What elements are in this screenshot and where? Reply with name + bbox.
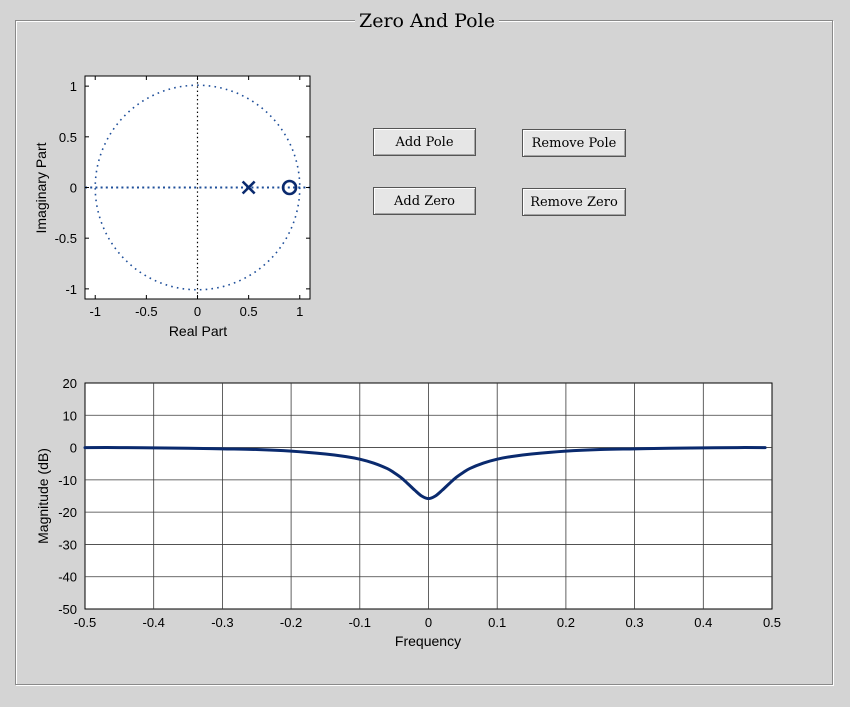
pz-y-tick-label: 1: [70, 79, 77, 94]
pz-y-tick-label: -1: [65, 282, 77, 297]
add-zero-button[interactable]: Add Zero: [373, 187, 476, 215]
remove-pole-button[interactable]: Remove Pole: [522, 129, 626, 157]
pz-x-tick-label: 1: [296, 304, 303, 319]
pz-y-tick-label: -0.5: [55, 231, 77, 246]
panel-title: Zero And Pole: [355, 9, 499, 33]
zero-marker: [281, 179, 298, 196]
pz-ylabel: Imaginary Part: [33, 142, 49, 233]
pz-xlabel: Real Part: [169, 323, 227, 339]
pz-x-tick-label: -0.5: [135, 304, 157, 319]
pz-x-tick-label: 0.5: [240, 304, 258, 319]
pole-marker: [241, 180, 256, 195]
pz-y-tick-label: 0: [70, 181, 77, 196]
add-pole-button[interactable]: Add Pole: [373, 128, 476, 156]
pz-x-tick-label: -1: [89, 304, 101, 319]
pz-y-tick-label: 0.5: [59, 130, 77, 145]
remove-zero-button[interactable]: Remove Zero: [522, 188, 626, 216]
pole-marker-stroke: [241, 180, 256, 195]
pz-x-tick-label: 0: [194, 304, 201, 319]
